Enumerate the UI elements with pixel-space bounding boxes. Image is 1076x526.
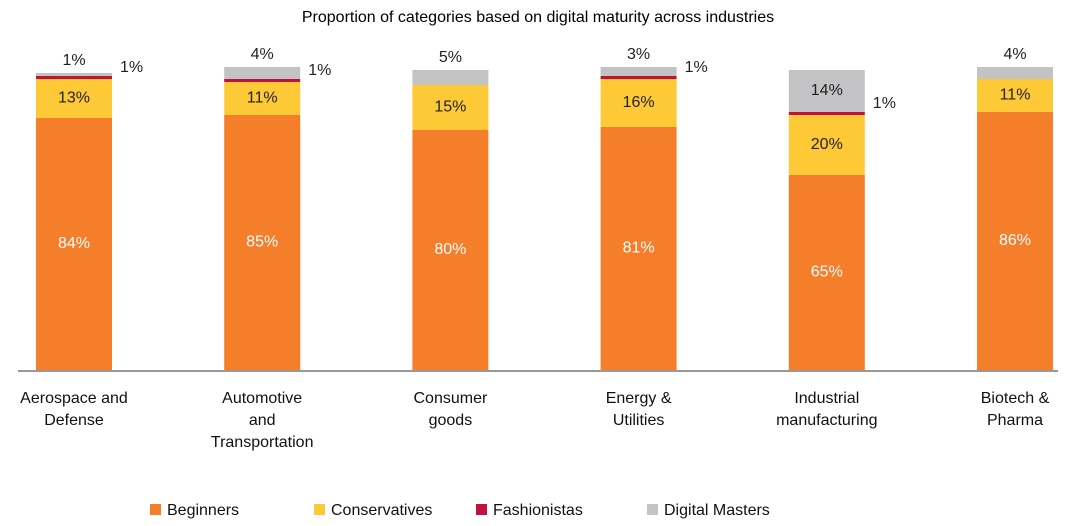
x-tick-label: Industrial manufacturing [776, 390, 878, 429]
data-label: 11% [1000, 87, 1031, 104]
data-label: 5% [439, 49, 462, 66]
bar-segment [788, 112, 865, 115]
bar-segment [412, 130, 489, 370]
data-label: 20% [811, 136, 843, 153]
data-label: 65% [811, 264, 843, 281]
bar-segment [36, 76, 112, 79]
bar-segment [412, 85, 489, 130]
x-tick-label: Energy & Utilities [605, 390, 672, 429]
data-label: 80% [434, 241, 466, 258]
data-label: 4% [1003, 46, 1026, 63]
bar-segment [224, 67, 301, 79]
legend-swatch [647, 504, 658, 515]
bar-segment [600, 79, 677, 127]
bar-segment [224, 115, 301, 370]
data-label: 1% [120, 59, 143, 76]
bar-segment [977, 67, 1053, 79]
data-label: 1% [685, 59, 708, 76]
bar-segment [600, 127, 677, 370]
legend-swatch [476, 504, 487, 515]
data-label: 4% [251, 46, 274, 63]
chart-title: Proportion of categories based on digita… [302, 9, 774, 26]
bar-segment [36, 79, 112, 118]
bar-segment [977, 112, 1053, 370]
bar-segment [788, 70, 865, 112]
data-label: 16% [623, 94, 655, 111]
bar-segment [600, 67, 677, 76]
bar-segment [36, 73, 112, 76]
legend-label: Digital Masters [664, 502, 770, 519]
data-label: 1% [873, 95, 896, 112]
bar-segment [788, 175, 865, 370]
data-label: 1% [308, 62, 331, 79]
bar-segment [224, 79, 301, 82]
legend-label: Beginners [167, 502, 239, 519]
data-label: 85% [246, 234, 278, 251]
x-tick-label: Automotive and Transportation [210, 390, 314, 451]
bar-segment [412, 70, 489, 85]
bar-segment [36, 118, 112, 370]
data-label: 11% [247, 90, 278, 107]
data-label: 15% [434, 99, 466, 116]
bar-segment [977, 79, 1053, 112]
x-tick-label: Biotech & Pharma [980, 390, 1050, 429]
x-tick-label: Consumer goods [413, 390, 488, 429]
data-label: 81% [623, 240, 655, 257]
bar-segment [788, 115, 865, 175]
legend-label: Fashionistas [493, 502, 583, 519]
data-label: 3% [627, 46, 650, 63]
x-tick-label: Aerospace and Defense [20, 390, 128, 429]
data-label: 84% [58, 235, 90, 252]
data-label: 86% [999, 232, 1031, 249]
data-label: 1% [62, 52, 85, 69]
bar-segment [600, 76, 677, 79]
data-label: 13% [58, 90, 90, 107]
legend-label: Conservatives [331, 502, 432, 519]
data-label: 14% [811, 82, 843, 99]
legend-swatch [150, 504, 161, 515]
bar-segment [224, 82, 301, 115]
legend-swatch [314, 504, 325, 515]
